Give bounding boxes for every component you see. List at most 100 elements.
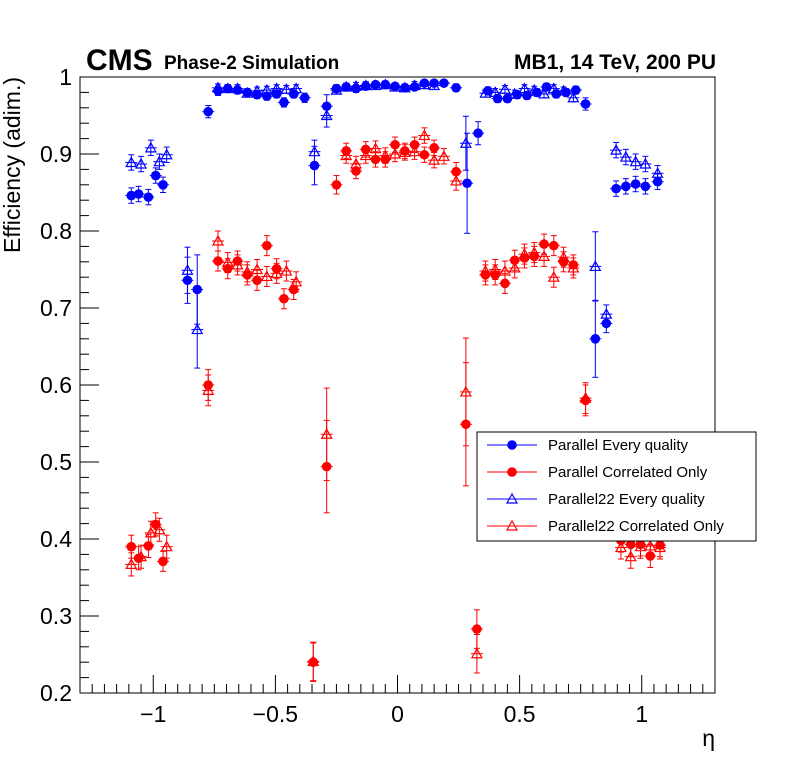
- data-point: [429, 143, 439, 153]
- data-point: [450, 174, 463, 186]
- experiment-label: CMS: [86, 44, 153, 77]
- y-tick-label: 1: [59, 64, 72, 90]
- data-point: [428, 79, 441, 91]
- conditions-label: MB1, 14 TeV, 200 PU: [514, 51, 716, 74]
- data-point: [483, 86, 493, 96]
- data-point: [290, 82, 303, 94]
- data-point: [470, 647, 483, 659]
- data-point: [528, 83, 541, 95]
- data-point: [369, 79, 382, 91]
- data-point: [144, 141, 157, 153]
- data-point: [567, 91, 580, 103]
- data-point: [610, 143, 623, 155]
- x-axis-title: η: [702, 725, 715, 751]
- data-point: [221, 82, 234, 94]
- data-point: [160, 540, 173, 552]
- series-parallel-correlated-only: [125, 136, 667, 682]
- data-point: [398, 81, 411, 93]
- data-point: [614, 541, 627, 553]
- data-point: [600, 307, 613, 319]
- data-point: [135, 157, 148, 169]
- data-point: [437, 150, 450, 161]
- series-layer: [125, 78, 667, 682]
- y-tick-label: 0.9: [40, 141, 72, 167]
- data-point: [508, 261, 521, 273]
- data-point: [241, 265, 254, 277]
- legend-label: Parallel Every quality: [548, 437, 689, 454]
- data-point: [639, 157, 652, 169]
- data-point: [340, 80, 353, 92]
- data-point: [262, 240, 272, 251]
- legend-box: [476, 431, 757, 542]
- data-point: [126, 541, 137, 552]
- data-point: [143, 192, 154, 202]
- data-point: [439, 78, 449, 88]
- data-point: [398, 146, 411, 158]
- data-point: [340, 149, 353, 161]
- data-point: [508, 87, 521, 99]
- data-point: [408, 145, 421, 157]
- x-tick-label: 0.5: [504, 701, 536, 727]
- data-point: [143, 541, 154, 551]
- data-point: [251, 263, 264, 275]
- data-point: [231, 258, 244, 270]
- data-point: [459, 136, 472, 148]
- legend: Parallel Every quality Parallel Correlate…: [476, 431, 757, 542]
- data-point: [547, 270, 560, 282]
- data-point: [408, 79, 421, 91]
- data-point: [181, 264, 194, 275]
- legend-marker: [505, 519, 519, 531]
- data-point: [349, 80, 363, 91]
- data-point: [135, 550, 148, 562]
- data-point: [191, 323, 204, 335]
- x-tick-label: 1: [635, 701, 648, 727]
- data-point: [288, 284, 299, 295]
- data-point: [389, 147, 402, 159]
- data-point: [621, 181, 631, 192]
- data-point: [590, 334, 601, 344]
- data-point: [153, 155, 166, 167]
- data-point: [221, 256, 234, 268]
- data-point: [331, 180, 342, 190]
- y-axis: 0.2 0.3 0.4 0.5 0.6 0.7 0.8 0.9 1: [40, 64, 99, 706]
- x-tick-label: 0: [391, 701, 404, 727]
- legend-label: Parallel Correlated Only: [548, 464, 708, 481]
- data-point: [567, 261, 580, 273]
- data-point: [320, 428, 333, 439]
- data-point: [549, 240, 559, 251]
- data-point: [473, 128, 483, 139]
- data-point: [451, 82, 461, 93]
- data-point: [479, 264, 492, 276]
- data-point: [619, 150, 632, 162]
- y-tick-label: 0.8: [40, 218, 72, 244]
- data-point: [489, 86, 502, 98]
- data-point: [579, 391, 592, 403]
- data-point: [213, 256, 223, 266]
- data-point: [518, 247, 531, 259]
- data-point: [160, 148, 173, 160]
- data-point: [158, 556, 168, 567]
- data-point: [133, 189, 144, 199]
- data-point: [418, 78, 431, 90]
- data-point: [359, 79, 372, 91]
- data-point: [280, 264, 293, 276]
- x-axis: −1 −0.5 0 0.5 1: [79, 675, 716, 727]
- data-point: [472, 624, 482, 634]
- data-point: [379, 149, 392, 161]
- series-parallel22-correlated-only: [125, 127, 667, 682]
- x-tick-label: −0.5: [253, 701, 298, 727]
- data-point: [580, 99, 591, 109]
- data-point: [290, 275, 303, 287]
- y-axis-title: Efficiency (adim.): [0, 77, 25, 253]
- y-tick-label: 0.4: [40, 526, 72, 552]
- data-point: [211, 81, 225, 93]
- data-point: [462, 178, 472, 189]
- data-point: [211, 234, 225, 246]
- data-point: [498, 83, 511, 94]
- data-point: [369, 142, 382, 154]
- y-tick-label: 0.5: [40, 449, 72, 475]
- data-point: [538, 250, 551, 262]
- data-point: [279, 97, 289, 108]
- series-parallel-every-quality: [125, 78, 664, 378]
